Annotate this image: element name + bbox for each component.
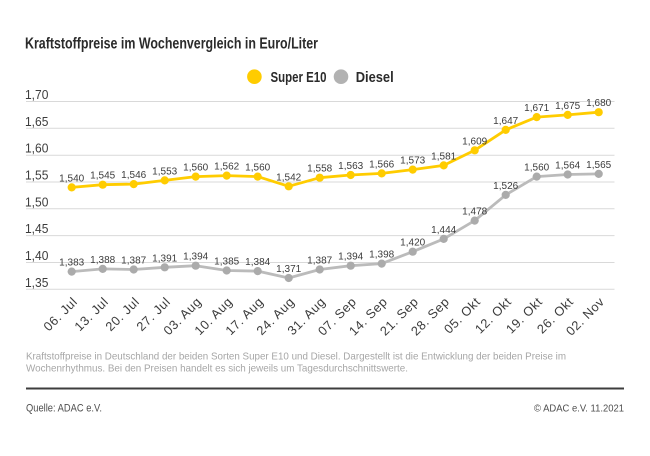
svg-text:1,40: 1,40 — [25, 248, 48, 263]
svg-text:1,573: 1,573 — [400, 156, 425, 167]
svg-text:1,394: 1,394 — [183, 252, 208, 263]
svg-text:1,565: 1,565 — [586, 160, 611, 171]
svg-text:1,566: 1,566 — [369, 159, 394, 170]
svg-text:1,563: 1,563 — [338, 161, 363, 172]
svg-text:1,545: 1,545 — [90, 171, 115, 182]
svg-text:1,540: 1,540 — [59, 173, 84, 184]
svg-text:Wochenrhythmus. Bei den Preise: Wochenrhythmus. Bei den Preisen handelt … — [26, 364, 408, 375]
svg-text:Super E10: Super E10 — [271, 70, 327, 86]
svg-text:Diesel: Diesel — [356, 70, 394, 86]
svg-text:Quelle: ADAC e.V.: Quelle: ADAC e.V. — [26, 403, 102, 415]
svg-text:1,391: 1,391 — [152, 253, 177, 264]
svg-text:1,70: 1,70 — [25, 87, 48, 102]
svg-text:1,60: 1,60 — [25, 141, 48, 156]
svg-text:1,560: 1,560 — [183, 163, 208, 174]
svg-text:1,675: 1,675 — [555, 101, 580, 112]
svg-text:Kraftstoffpreise im Wochenverg: Kraftstoffpreise im Wochenvergleich in E… — [25, 36, 318, 53]
svg-text:1,387: 1,387 — [307, 256, 332, 267]
svg-text:1,420: 1,420 — [400, 238, 425, 249]
svg-text:1,45: 1,45 — [25, 221, 48, 236]
svg-text:1,387: 1,387 — [121, 256, 146, 267]
svg-text:1,609: 1,609 — [462, 136, 487, 147]
svg-text:1,542: 1,542 — [276, 172, 301, 183]
svg-text:1,35: 1,35 — [25, 275, 48, 290]
svg-text:1,50: 1,50 — [25, 194, 48, 209]
svg-text:1,384: 1,384 — [245, 257, 270, 268]
svg-text:1,371: 1,371 — [276, 264, 301, 275]
svg-text:1,65: 1,65 — [25, 114, 48, 129]
svg-text:1,526: 1,526 — [493, 181, 518, 192]
svg-text:1,560: 1,560 — [524, 163, 549, 174]
svg-text:1,546: 1,546 — [121, 170, 146, 181]
svg-text:1,581: 1,581 — [431, 151, 456, 162]
svg-text:Kraftstoffpreise in Deutschlan: Kraftstoffpreise in Deutschland der beid… — [26, 352, 566, 363]
svg-text:1,553: 1,553 — [152, 166, 177, 177]
svg-text:1,560: 1,560 — [245, 163, 270, 174]
svg-text:1,478: 1,478 — [462, 207, 487, 218]
svg-text:1,680: 1,680 — [586, 98, 611, 109]
svg-text:1,562: 1,562 — [214, 162, 239, 173]
svg-text:1,564: 1,564 — [555, 161, 580, 172]
svg-text:1,558: 1,558 — [307, 164, 332, 175]
svg-text:1,671: 1,671 — [524, 103, 549, 114]
svg-text:1,385: 1,385 — [214, 257, 239, 268]
svg-text:© ADAC e.V. 11.2021: © ADAC e.V. 11.2021 — [534, 403, 624, 415]
svg-text:1,444: 1,444 — [431, 225, 456, 236]
svg-text:1,383: 1,383 — [59, 258, 84, 269]
svg-text:1,55: 1,55 — [25, 168, 48, 183]
svg-text:1,388: 1,388 — [90, 255, 115, 266]
svg-text:1,398: 1,398 — [369, 250, 394, 261]
svg-text:1,647: 1,647 — [493, 116, 518, 127]
svg-text:1,394: 1,394 — [338, 252, 363, 263]
